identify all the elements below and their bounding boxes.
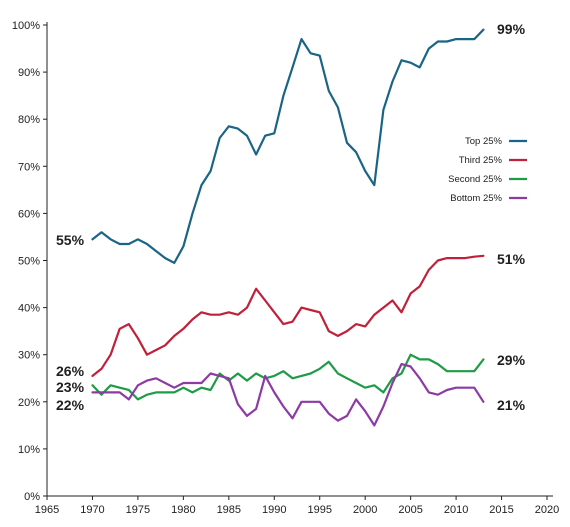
y-tick-label: 0% [24,491,40,503]
legend-label: Top 25% [465,136,503,147]
start-label: 23% [56,379,85,395]
axes: 0%10%20%30%40%50%60%70%80%90%100% 1965 19… [12,20,559,516]
series-line-second-25 [91,353,485,401]
end-label: 21% [497,397,526,413]
y-tick-label: 60% [18,208,40,220]
y-tick-label: 100% [12,20,40,32]
series-line-third-25 [91,254,485,377]
end-label: 99% [497,21,526,37]
y-tick-label: 40% [18,303,40,315]
x-tick-label: 1990 [262,504,286,516]
legend: Top 25% Third 25% Second 25% Bottom 25% [448,136,527,204]
x-tick-label: 1995 [307,504,331,516]
y-tick-label: 90% [18,67,40,79]
series-line-top-25 [91,28,485,264]
x-tick-label: 1970 [80,504,104,516]
x-tick-label: 1985 [217,504,241,516]
legend-label: Third 25% [459,155,503,166]
x-tick-label: 2000 [353,504,377,516]
end-label: 51% [497,251,526,267]
end-label: 29% [497,352,526,368]
y-ticks: 0% 10% 20% 30% 40% 50% 60% 70% 80% 90% 100% [12,20,47,503]
legend-label: Bottom 25% [450,193,502,204]
y-tick-label: 30% [18,350,40,362]
x-tick-label: 2005 [398,504,422,516]
x-ticks: 1965 1970 1975 1980 1985 1990 1995 2000 2005 2010… [35,496,559,516]
start-label: 22% [56,397,85,413]
y-tick-label: 80% [18,114,40,126]
x-tick-label: 2010 [444,504,468,516]
start-label: 26% [56,363,85,379]
y-tick-label: 20% [18,397,40,409]
x-tick-label: 2020 [535,504,559,516]
y-tick-label: 70% [18,161,40,173]
start-label: 55% [56,232,85,248]
series-layer [91,28,485,427]
series-line-bottom-25 [91,363,485,427]
x-tick-label: 1975 [126,504,150,516]
y-tick-label: 10% [18,444,40,456]
y-tick-label: 50% [18,256,40,268]
x-tick-label: 2015 [489,504,513,516]
x-tick-label: 1965 [35,504,59,516]
x-tick-label: 1980 [171,504,195,516]
end-labels: 55% 99% 26% 51% 23% 29% 22% 21% [56,21,526,413]
legend-label: Second 25% [448,174,502,185]
